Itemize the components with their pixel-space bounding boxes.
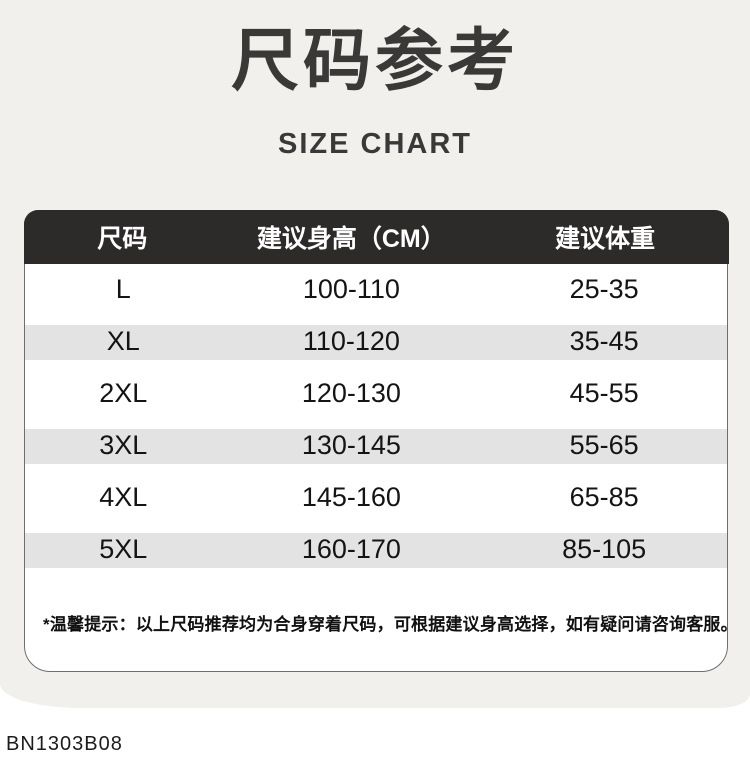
weight-cell: 45-55: [569, 378, 639, 408]
column-header-weight: 建议体重: [555, 224, 656, 253]
size-cell: XL: [106, 326, 140, 356]
weight-cell: 85-105: [562, 534, 647, 564]
size-cell: 2XL: [99, 378, 148, 408]
page-subtitle: SIZE CHART: [278, 128, 472, 160]
height-cell: 100-110: [302, 274, 400, 304]
height-cell: 130-145: [301, 430, 401, 460]
table-row: 5XL 160-170 85-105: [25, 523, 727, 576]
table-row: 2XL 120-130 45-55: [25, 368, 727, 420]
size-cell: L: [115, 274, 131, 304]
height-cell: 120-130: [301, 378, 401, 408]
size-cell: 3XL: [99, 430, 148, 460]
table-row: XL 110-120 35-45: [25, 315, 727, 368]
product-code: BN1303B08: [6, 733, 123, 755]
table-row: 4XL 145-160 65-85: [25, 472, 727, 524]
column-header-height: 建议身高（CM）: [256, 224, 446, 253]
size-cell: 4XL: [99, 482, 148, 512]
height-cell: 145-160: [301, 482, 401, 512]
table-body: L 100-110 25-35 XL 110-120 35-45 2XL 120…: [25, 264, 727, 576]
column-header-size: 尺码: [97, 224, 148, 253]
height-cell: 160-170: [301, 534, 401, 564]
table-header-row: 尺码 建议身高（CM） 建议体重: [23, 209, 729, 264]
page-title: 尺码参考: [230, 23, 519, 99]
size-table-panel: 尺码 建议身高（CM） 建议体重 L 100-110 25-35 XL 110-…: [23, 209, 738, 672]
size-tip-note: *温馨提示：以上尺码推荐均为合身穿着尺码，可根据建议身高选择，如有疑问请咨询客服…: [43, 614, 738, 634]
weight-cell: 65-85: [569, 482, 639, 512]
weight-cell: 35-45: [569, 326, 639, 356]
table-row: 3XL 130-145 55-65: [25, 419, 727, 472]
weight-cell: 55-65: [569, 430, 639, 460]
height-cell: 110-120: [302, 326, 400, 356]
size-cell: 5XL: [99, 534, 148, 564]
table-row: L 100-110 25-35: [25, 264, 727, 316]
weight-cell: 25-35: [569, 274, 639, 304]
